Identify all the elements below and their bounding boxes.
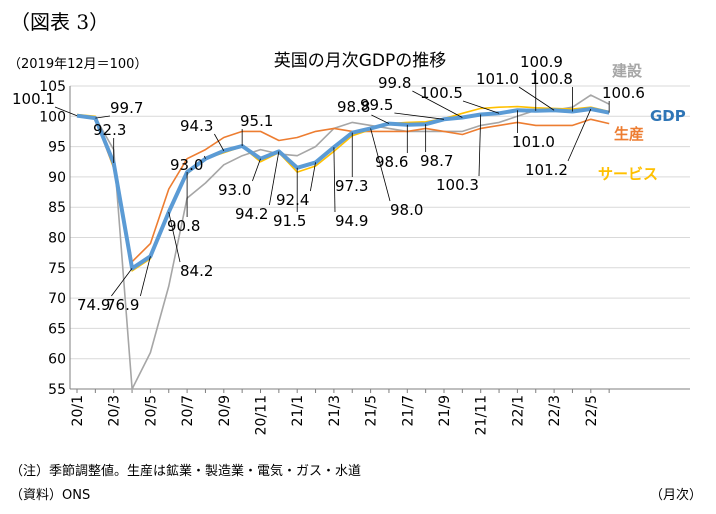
y-tick-label: 100 xyxy=(39,109,66,125)
data-label-leader xyxy=(370,128,391,202)
x-tick-label: 21/7 xyxy=(400,395,416,426)
x-tick-label: 21/1 xyxy=(290,395,306,426)
x-tick-label: 20/7 xyxy=(180,395,196,426)
data-label: 76.9 xyxy=(106,296,139,314)
data-label-leader xyxy=(478,114,482,177)
y-tick-label: 105 xyxy=(39,79,66,95)
x-tick-label: 20/11 xyxy=(254,395,270,435)
gridlines xyxy=(69,85,690,390)
data-label: 74.9 xyxy=(77,296,110,314)
x-tick-label: 21/3 xyxy=(327,395,343,426)
x-tick-label: 21/5 xyxy=(364,395,380,426)
y-tick-label: 85 xyxy=(48,200,66,216)
data-label: 99.7 xyxy=(110,99,143,117)
footnote: （注）季節調整値。生産は鉱業・製造業・電気・ガス・水道 xyxy=(10,464,362,479)
data-label: 95.1 xyxy=(240,112,273,130)
data-label: 92.4 xyxy=(276,191,309,209)
data-label: 94.2 xyxy=(235,205,268,223)
data-label: 98.6 xyxy=(375,153,408,171)
data-label-leader xyxy=(252,158,261,182)
data-label: 101.0 xyxy=(512,133,555,151)
y-tick-label: 70 xyxy=(48,291,66,307)
data-label: 90.8 xyxy=(167,217,200,235)
data-label: 100.3 xyxy=(436,176,479,194)
data-labels: 100.1 99.7 92.3 74.976.9 84.2 90.8 93.0 94.3 95.… xyxy=(12,53,645,314)
data-label: 99.5 xyxy=(360,96,393,114)
data-label: 98.0 xyxy=(390,201,423,219)
series-label: GDP xyxy=(650,107,686,125)
series-line-建設 xyxy=(76,94,610,390)
data-label: 100.8 xyxy=(530,70,573,88)
series-line-GDP xyxy=(76,107,610,271)
y-tick-label: 55 xyxy=(48,382,66,398)
series-line-生産 xyxy=(76,115,610,263)
x-tick-label: 20/5 xyxy=(143,395,159,426)
data-label-leader xyxy=(394,112,445,120)
series-label: 生産 xyxy=(614,125,644,143)
data-label: 93.0 xyxy=(170,156,203,174)
data-label-leader xyxy=(462,100,500,114)
y-axis-label: （2019年12月＝100） xyxy=(8,57,147,72)
data-label-leader xyxy=(54,106,78,117)
x-tick-label: 20/1 xyxy=(70,395,86,426)
data-label-leader xyxy=(204,155,206,159)
data-label: 100.9 xyxy=(520,53,563,71)
data-label: 91.5 xyxy=(273,212,306,230)
data-label: 101.0 xyxy=(476,70,519,88)
data-label: 100.6 xyxy=(602,84,645,102)
x-axis-ticks: 20/1 20/3 20/5 20/7 20/9 20/11 21/1 21/3 21/5 21/… xyxy=(70,389,610,435)
data-label-leaders xyxy=(54,70,610,297)
y-tick-label: 90 xyxy=(48,170,66,186)
series-label: サービス xyxy=(598,165,658,183)
y-tick-label: 65 xyxy=(48,321,66,337)
data-label: 100.5 xyxy=(420,84,463,102)
data-label-leader xyxy=(310,162,316,192)
data-label-leader xyxy=(412,90,463,118)
x-tick-label: 22/5 xyxy=(584,395,600,426)
data-label: 99.8 xyxy=(378,74,411,92)
y-tick-label: 75 xyxy=(48,261,66,277)
x-tick-label: 22/3 xyxy=(547,395,563,426)
series-label: 建設 xyxy=(612,62,643,80)
data-label: 93.0 xyxy=(218,181,251,199)
chart-title: 英国の月次GDPの推移 xyxy=(274,51,447,71)
data-label: 101.2 xyxy=(525,161,568,179)
data-label-leader xyxy=(371,114,390,124)
data-label-leader xyxy=(140,256,151,297)
y-tick-label: 95 xyxy=(48,140,66,156)
y-tick-label: 80 xyxy=(48,231,66,247)
data-label: 98.8 xyxy=(337,98,370,116)
y-axis-ticks: 55 60 65 70 75 80 85 90 95 100 105 xyxy=(39,79,66,398)
y-tick-label: 60 xyxy=(48,352,66,368)
data-label: 100.1 xyxy=(12,90,55,108)
data-label-leader xyxy=(333,147,336,213)
data-label-leader xyxy=(567,108,592,162)
x-tick-label: 21/11 xyxy=(474,395,490,435)
data-label: 97.3 xyxy=(335,177,368,195)
data-label: 84.2 xyxy=(180,262,213,280)
figure-label: （図表 3） xyxy=(10,10,110,34)
data-label: 94.9 xyxy=(335,212,368,230)
data-label: 92.3 xyxy=(93,121,126,139)
x-tick-label: 20/9 xyxy=(217,395,233,426)
data-label-leader xyxy=(214,133,225,152)
source-note: （資料）ONS xyxy=(10,488,91,503)
data-label-leader xyxy=(95,115,111,119)
data-label-leader xyxy=(168,211,181,263)
data-label: 94.3 xyxy=(180,117,213,135)
x-tick-label: 22/1 xyxy=(510,395,526,426)
data-label-leader xyxy=(111,268,133,297)
x-unit-label: （月次） xyxy=(649,488,702,503)
data-label: 98.7 xyxy=(420,152,453,170)
x-tick-label: 20/3 xyxy=(107,395,123,426)
series-lines xyxy=(76,94,610,390)
x-tick-label: 21/9 xyxy=(437,395,453,426)
data-label-leader xyxy=(518,86,555,111)
data-label-leader xyxy=(269,151,280,206)
